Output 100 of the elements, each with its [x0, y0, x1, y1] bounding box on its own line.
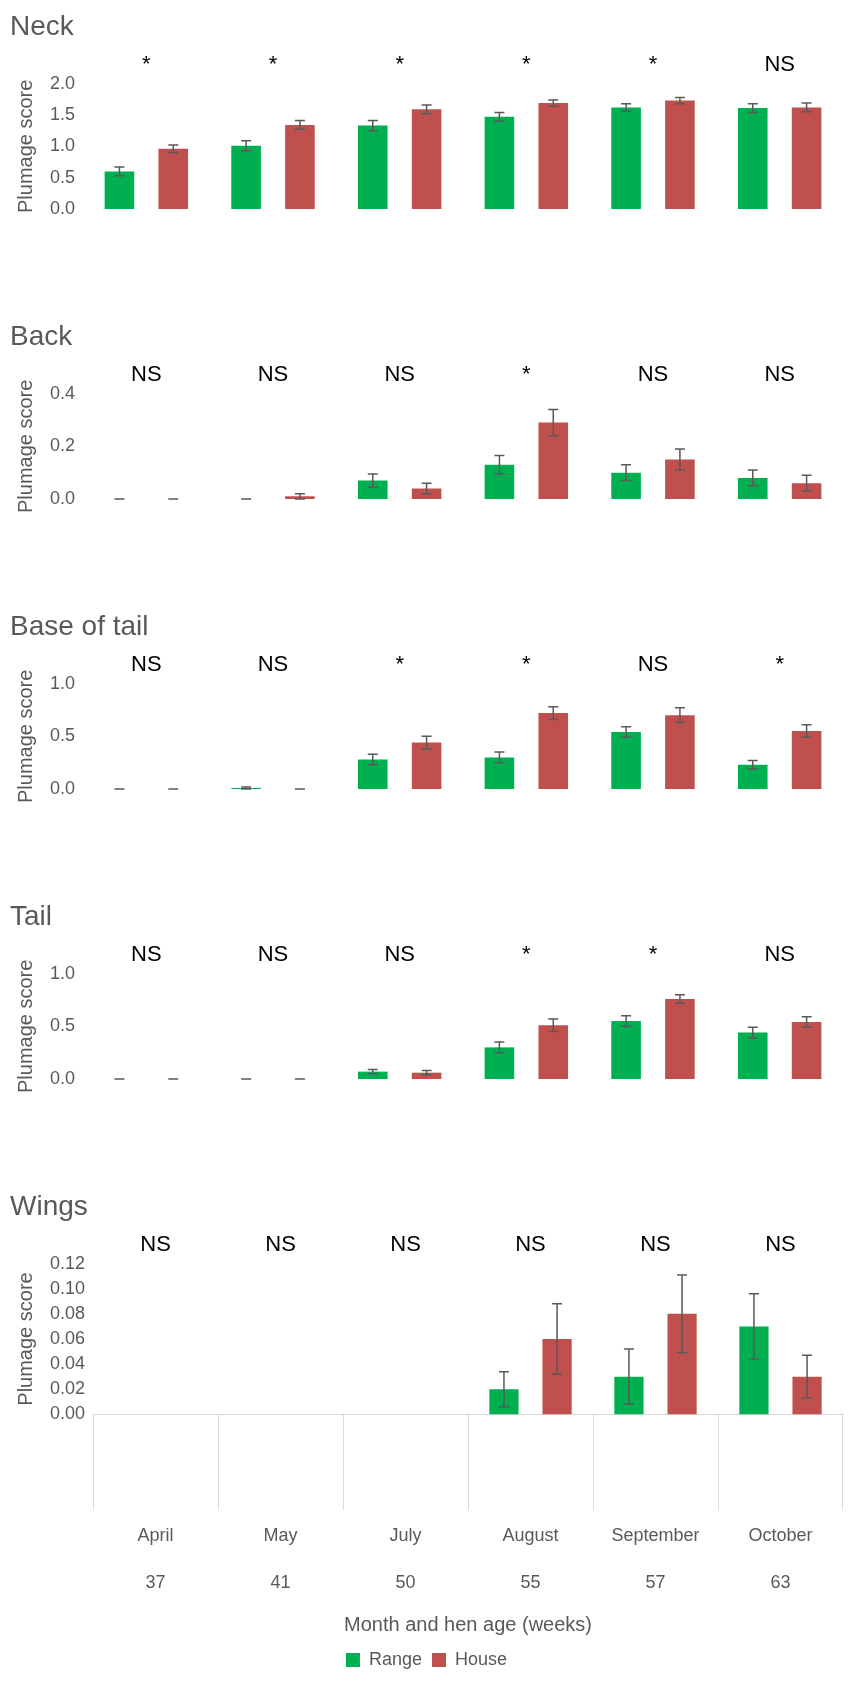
y-tick-label: 0.5: [49, 166, 76, 187]
bar: [737, 1032, 768, 1079]
bar: [357, 480, 388, 499]
bar: [611, 1021, 641, 1079]
y-tick-label: 0.5: [49, 725, 76, 746]
text: *: [522, 50, 532, 76]
text: NS: [131, 940, 162, 966]
text: *: [522, 650, 532, 676]
bar: [665, 100, 695, 209]
category-label: October 63: [748, 1524, 813, 1592]
bar: [158, 148, 189, 209]
chart-title: Tail: [10, 899, 53, 931]
y-tick-label: 0.02: [49, 1378, 86, 1399]
y-axis-title: Plumage score: [13, 79, 36, 213]
bar: [484, 464, 515, 499]
text: *: [648, 50, 658, 76]
text: NS: [640, 1230, 671, 1256]
bar: [411, 109, 442, 209]
text: *: [522, 940, 532, 966]
text: NS: [384, 360, 415, 386]
y-tick-label: 0.0: [49, 487, 76, 508]
bar: [104, 171, 135, 209]
y-tick-label: 0.06: [49, 1327, 86, 1348]
chart-title: Wings: [10, 1189, 88, 1221]
bar: [411, 488, 442, 499]
bar: [737, 477, 768, 499]
bar: [231, 145, 261, 209]
bar: [538, 713, 569, 789]
y-tick-label: 0.2: [49, 435, 76, 456]
bar: [665, 998, 695, 1079]
bar: [791, 731, 822, 789]
text: *: [522, 360, 532, 386]
bar: [737, 108, 768, 209]
text: *: [142, 50, 152, 76]
y-axis-title: Plumage score: [13, 1272, 36, 1406]
text: NS: [637, 650, 669, 676]
bar: [538, 1025, 569, 1079]
y-tick-label: 0.10: [49, 1277, 86, 1298]
text: NS: [764, 360, 795, 386]
bar: [285, 124, 315, 209]
y-tick-label: 0.04: [49, 1353, 86, 1374]
y-tick-label: 0.08: [49, 1302, 86, 1323]
y-tick-label: 2.0: [49, 72, 76, 93]
bar: [357, 1071, 388, 1079]
y-tick-label: 1.0: [49, 135, 76, 156]
bar: [489, 1389, 519, 1415]
y-tick-label: 1.5: [49, 103, 76, 124]
y-tick-label: 0.0: [49, 777, 76, 798]
bar: [614, 1376, 644, 1415]
category-label: May 41: [263, 1524, 298, 1592]
y-tick-label: 0.00: [49, 1403, 86, 1424]
text: NS: [131, 650, 162, 676]
bar: [538, 103, 569, 209]
bar: [665, 459, 695, 499]
y-axis-title: Plumage score: [13, 669, 36, 803]
legend-label: House: [455, 1648, 508, 1669]
bar: [665, 715, 695, 789]
text: *: [648, 940, 658, 966]
y-tick-label: 0.0: [49, 197, 76, 218]
bar: [542, 1339, 572, 1415]
text: *: [395, 50, 405, 76]
text: *: [268, 50, 278, 76]
bar: [411, 742, 442, 789]
text: NS: [265, 1230, 296, 1256]
legend-label: Range: [368, 1648, 423, 1669]
bar: [791, 1022, 822, 1079]
text: NS: [764, 50, 795, 76]
text: NS: [140, 1230, 171, 1256]
text: NS: [384, 940, 415, 966]
text: *: [395, 650, 405, 676]
text: NS: [257, 940, 289, 966]
y-tick-label: 1.0: [49, 672, 76, 693]
bar: [791, 107, 822, 209]
text: NS: [515, 1230, 546, 1256]
bar: [739, 1326, 769, 1415]
chart-title: Neck: [10, 9, 75, 41]
y-axis-title: Plumage score: [13, 959, 36, 1093]
bar: [737, 764, 768, 789]
text: NS: [764, 940, 795, 966]
bar: [538, 422, 569, 499]
text: NS: [257, 360, 289, 386]
y-tick-label: 0.4: [49, 382, 76, 403]
bar: [611, 472, 641, 499]
text: NS: [257, 650, 289, 676]
text: *: [775, 650, 785, 676]
text: NS: [131, 360, 162, 386]
category-label: August 55: [502, 1524, 559, 1592]
bar: [484, 757, 515, 789]
y-tick-label: 0.0: [49, 1067, 76, 1088]
bar: [484, 116, 515, 209]
bar: [484, 1047, 515, 1079]
bar: [667, 1313, 697, 1415]
chart-title: Back: [10, 319, 74, 351]
category-label: April 37: [137, 1524, 174, 1592]
y-tick-label: 1.0: [49, 962, 76, 983]
bar: [357, 125, 388, 209]
chart-title: Base of tail: [10, 609, 149, 641]
text: NS: [390, 1230, 421, 1256]
y-tick-label: 0.5: [49, 1015, 76, 1036]
x-axis-title: Month and hen age (weeks): [344, 1612, 592, 1635]
